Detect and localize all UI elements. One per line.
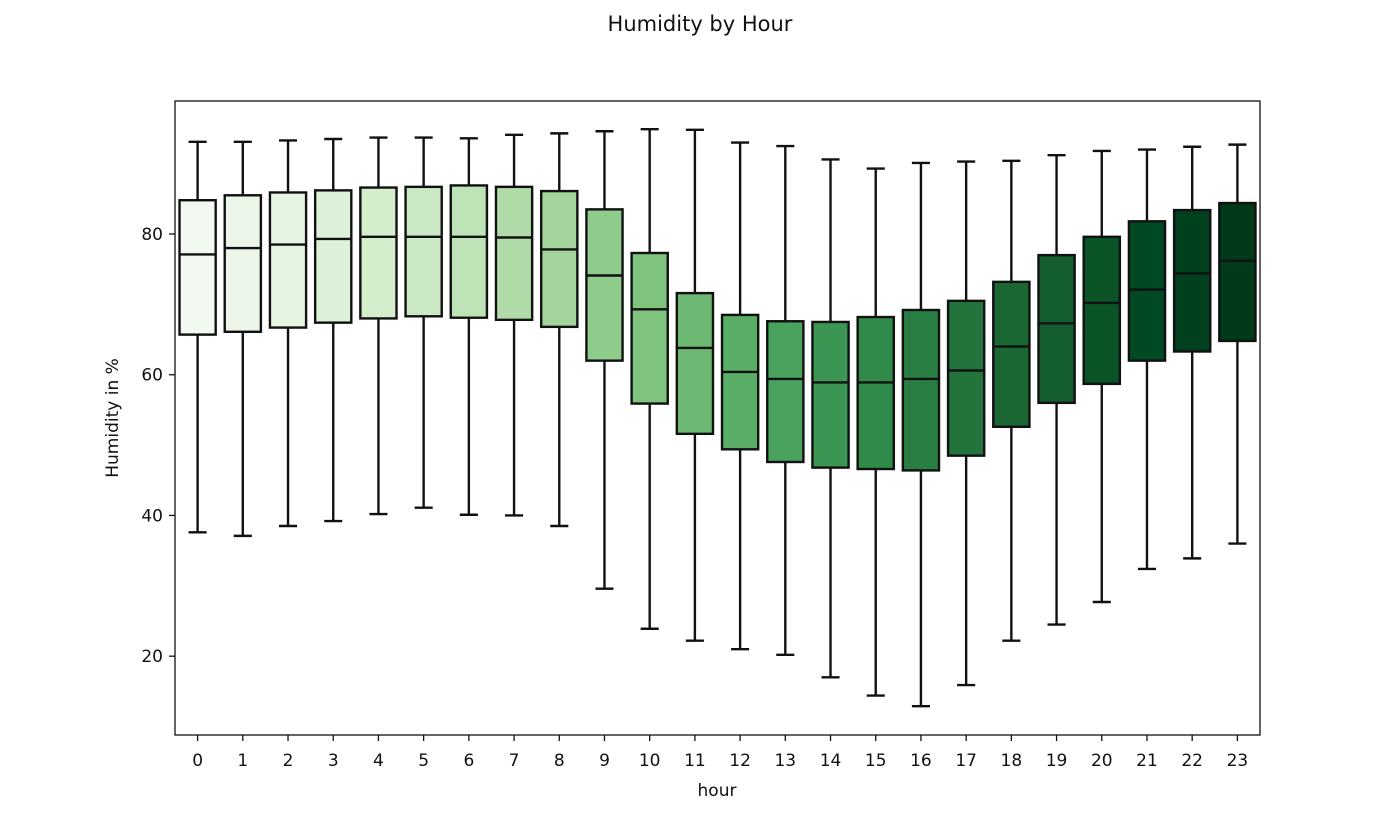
x-tick-label: 16 bbox=[910, 751, 932, 771]
box-group bbox=[1218, 143, 1257, 545]
x-tick-label: 7 bbox=[509, 751, 520, 771]
iqr-box bbox=[359, 186, 398, 320]
iqr-box bbox=[1037, 253, 1076, 405]
box-group bbox=[359, 136, 398, 516]
y-tick-label: 80 bbox=[141, 225, 163, 245]
axes: 0 1 2 3 4 5 6 7 8 9 10 11 12 13 14 15 16 17 18 19 20 21 22 2320… bbox=[141, 100, 1261, 771]
box-group bbox=[223, 140, 263, 538]
iqr-box bbox=[675, 291, 715, 436]
x-tick-label: 21 bbox=[1136, 751, 1158, 771]
iqr-box bbox=[946, 299, 986, 457]
x-tick-label: 3 bbox=[328, 751, 339, 771]
x-tick-label: 11 bbox=[684, 751, 706, 771]
iqr-box bbox=[449, 184, 489, 319]
x-tick-label: 5 bbox=[418, 751, 429, 771]
box-group bbox=[268, 139, 308, 528]
y-tick-label: 20 bbox=[141, 647, 163, 667]
box-group bbox=[1127, 148, 1167, 571]
iqr-box bbox=[539, 189, 579, 329]
plot-marks bbox=[178, 127, 1257, 708]
x-tick-label: 17 bbox=[955, 751, 977, 771]
x-tick-label: 12 bbox=[729, 751, 751, 771]
box-group bbox=[1082, 149, 1122, 604]
iqr-box bbox=[1127, 220, 1167, 362]
box-group bbox=[1037, 153, 1076, 626]
box-group bbox=[404, 136, 443, 509]
box-group bbox=[856, 167, 896, 697]
box-group bbox=[811, 158, 850, 679]
x-tick-label: 8 bbox=[554, 751, 565, 771]
box-group bbox=[313, 137, 353, 523]
iqr-box bbox=[766, 320, 805, 464]
box-group bbox=[494, 133, 534, 517]
iqr-box bbox=[630, 251, 669, 405]
iqr-box bbox=[223, 194, 263, 334]
iqr-box bbox=[268, 191, 308, 329]
x-tick-label: 0 bbox=[192, 751, 203, 771]
x-tick-label: 15 bbox=[865, 751, 887, 771]
iqr-box bbox=[811, 320, 850, 469]
box-group bbox=[946, 160, 986, 687]
iqr-box bbox=[585, 208, 624, 362]
x-tick-label: 13 bbox=[774, 751, 796, 771]
iqr-box bbox=[1082, 235, 1122, 386]
x-tick-label: 18 bbox=[1001, 751, 1023, 771]
iqr-box bbox=[720, 313, 760, 451]
x-tick-label: 2 bbox=[283, 751, 294, 771]
x-tick-label: 23 bbox=[1227, 751, 1249, 771]
box-group bbox=[539, 132, 579, 528]
box-group bbox=[1172, 145, 1212, 560]
x-tick-label: 1 bbox=[237, 751, 248, 771]
iqr-box bbox=[494, 185, 534, 322]
x-tick-label: 14 bbox=[820, 751, 842, 771]
iqr-box bbox=[178, 199, 217, 336]
x-tick-label: 6 bbox=[463, 751, 474, 771]
box-group bbox=[992, 159, 1031, 642]
box-group bbox=[675, 128, 715, 642]
box-group bbox=[449, 137, 489, 516]
box-group bbox=[720, 141, 760, 651]
x-tick-label: 19 bbox=[1046, 751, 1068, 771]
x-tick-label: 22 bbox=[1181, 751, 1203, 771]
iqr-box bbox=[856, 315, 896, 471]
iqr-box bbox=[992, 280, 1031, 428]
iqr-box bbox=[1218, 201, 1257, 343]
y-tick-label: 40 bbox=[141, 506, 163, 526]
x-axis-label: hour bbox=[698, 781, 737, 801]
y-tick-label: 60 bbox=[141, 366, 163, 386]
x-tick-label: 20 bbox=[1091, 751, 1113, 771]
iqr-box bbox=[404, 185, 443, 318]
y-axis-label: Humidity in % bbox=[103, 358, 123, 478]
iqr-box bbox=[313, 189, 353, 324]
box-group bbox=[630, 127, 669, 630]
iqr-box bbox=[901, 308, 941, 472]
x-tick-label: 4 bbox=[373, 751, 384, 771]
box-group bbox=[585, 130, 624, 590]
plot-frame bbox=[174, 100, 1261, 736]
box-group bbox=[901, 161, 941, 708]
box-group bbox=[766, 144, 805, 656]
chart-title: Humidity by Hour bbox=[607, 12, 793, 36]
iqr-box bbox=[1172, 208, 1212, 353]
x-tick-label: 9 bbox=[599, 751, 610, 771]
box-group bbox=[178, 140, 217, 534]
x-tick-label: 10 bbox=[639, 751, 661, 771]
